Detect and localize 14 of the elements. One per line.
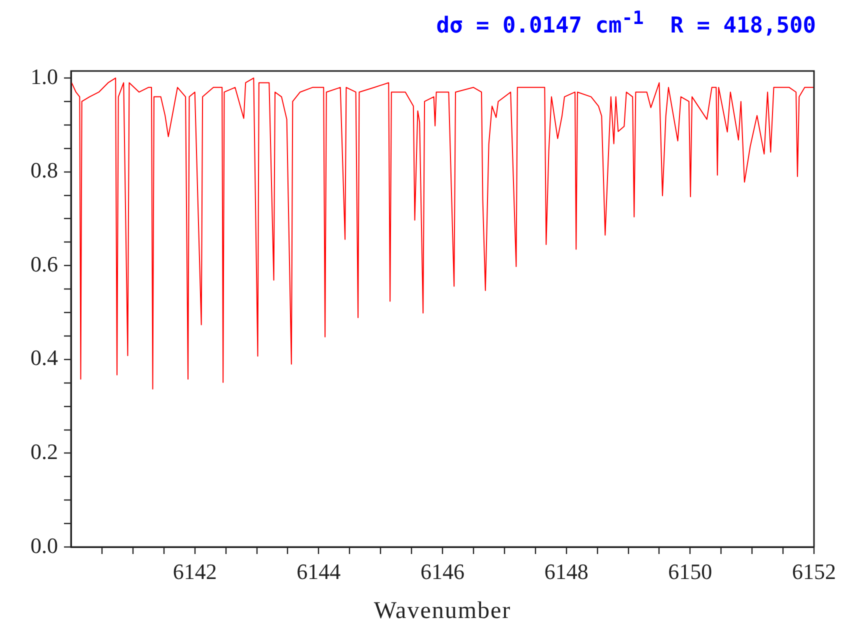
x-tick-label: 6142 xyxy=(172,558,217,584)
x-tick-label: 6152 xyxy=(792,558,836,584)
x-tick-label: 6144 xyxy=(296,558,341,584)
chart-title: dσ = 0.0147 cm$^{-1}$ R = 418,500 xyxy=(436,8,816,38)
y-tick-label: 0.2 xyxy=(30,438,58,464)
y-tick-label: 0.6 xyxy=(30,251,58,276)
y-tick-label: 0.8 xyxy=(30,158,58,183)
x-tick-label: 6148 xyxy=(544,558,588,584)
y-tick-label: 0.0 xyxy=(30,532,58,558)
y-tick-label: 0.4 xyxy=(30,345,58,370)
y-tick-label: 1.0 xyxy=(30,64,58,89)
x-tick-label: 6146 xyxy=(420,558,464,584)
x-tick-label: 6150 xyxy=(668,558,712,584)
x-axis-title: Wavenumber xyxy=(372,598,512,625)
